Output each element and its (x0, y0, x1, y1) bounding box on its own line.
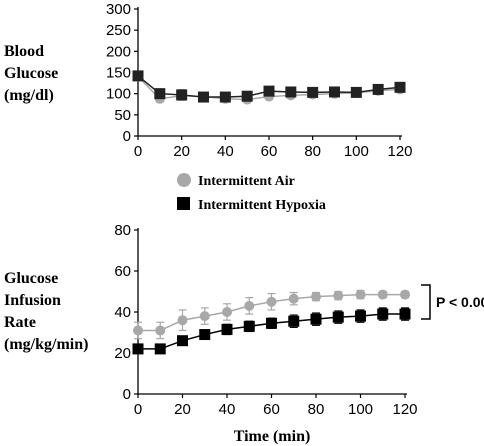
bottom-series-intermittent-hypoxia-point (377, 308, 389, 320)
bottom-series-intermittent-air-point (155, 325, 166, 336)
bottom-y-tick-label: 80 (114, 222, 131, 239)
bottom-x-tick-label: 20 (174, 401, 191, 418)
top-x-tick-label: 0 (134, 143, 142, 160)
top-series-intermittent-hypoxia-point (154, 88, 166, 100)
top-y-tick-label: 50 (114, 107, 131, 124)
bottom-series-intermittent-air-point (222, 307, 232, 317)
top-series-intermittent-hypoxia-point (285, 86, 297, 98)
bottom-series-intermittent-hypoxia-point (243, 320, 255, 332)
bottom-y-tick-label: 60 (114, 263, 131, 280)
bottom-series-intermittent-air-point (355, 289, 366, 300)
bottom-series-intermittent-air-point (199, 311, 210, 322)
bottom-ylabel-line-4: (mg/kg/min) (4, 336, 88, 353)
top-ylabel-line-1: Blood (4, 43, 44, 60)
top-x-tick-label: 60 (261, 143, 278, 160)
top-series-intermittent-hypoxia (132, 70, 406, 103)
bottom-series-intermittent-hypoxia-point (177, 335, 188, 347)
top-series-intermittent-hypoxia-point (350, 86, 362, 98)
top-ylabel-line-2: Glucose (4, 65, 58, 82)
bottom-plot: 0 20 40 60 80 0 20 40 60 80 100 120 (114, 222, 417, 418)
bottom-series-intermittent-air-point (311, 291, 321, 302)
bottom-series-intermittent-hypoxia-point (399, 308, 411, 320)
top-x-tick-label: 80 (304, 143, 321, 160)
legend-label-intermittent-hypoxia: Intermittent Hypoxia (198, 198, 326, 213)
bottom-series-intermittent-hypoxia-point (132, 343, 144, 355)
bottom-x-tick-label: 100 (348, 401, 373, 418)
legend-circle-marker (177, 173, 191, 187)
bottom-series-intermittent-air-point (266, 296, 277, 307)
bottom-series-intermittent-hypoxia-point (332, 311, 344, 323)
bottom-series-intermittent-hypoxia-point (221, 323, 233, 335)
top-series-intermittent-hypoxia-point (329, 86, 340, 98)
bottom-series-intermittent-hypoxia-point (266, 317, 277, 329)
bottom-x-tick-label: 60 (263, 401, 280, 418)
bottom-series-intermittent-hypoxia-point (199, 329, 211, 341)
bottom-x-tick-label: 80 (308, 401, 325, 418)
bottom-x-tick-label: 0 (134, 401, 142, 418)
bottom-series-intermittent-air-point (333, 290, 344, 301)
top-x-tick-label: 40 (217, 143, 234, 160)
bottom-x-tick-label: 40 (219, 401, 236, 418)
bottom-series-intermittent-hypoxia-point (355, 310, 366, 322)
bottom-series-intermittent-hypoxia-point (310, 313, 322, 325)
bottom-series-intermittent-air-point (244, 300, 255, 311)
top-series-intermittent-hypoxia-point (132, 70, 144, 82)
bottom-series-intermittent-hypoxia (132, 307, 411, 355)
bottom-series-intermittent-hypoxia-point (288, 315, 300, 327)
bottom-y-tick-label: 40 (114, 304, 131, 321)
bottom-y-tick-label: 0 (123, 386, 131, 403)
top-series-intermittent-hypoxia-point (372, 83, 384, 95)
bottom-x-tick-label: 120 (392, 401, 417, 418)
bottom-ylabel-line-3: Rate (4, 314, 36, 331)
top-series-intermittent-hypoxia-point (307, 86, 319, 98)
bottom-series-intermittent-hypoxia-point (154, 343, 166, 355)
top-ylabel: Blood Glucose (mg/dl) (4, 43, 58, 104)
bottom-y-tick-label: 20 (114, 345, 131, 362)
bottom-series-intermittent-air-point (133, 325, 143, 336)
bottom-ylabel-line-2: Infusion (4, 292, 61, 309)
top-series-intermittent-hypoxia-point (176, 89, 188, 101)
top-y-tick-label: 300 (106, 1, 131, 18)
top-y-tick-label: 0 (123, 128, 131, 145)
top-series-intermittent-hypoxia-point (219, 91, 231, 103)
legend-label-intermittent-air: Intermittent Air (198, 174, 295, 189)
bottom-ylabel: Glucose Infusion Rate (mg/kg/min) (4, 270, 88, 353)
top-series-intermittent-hypoxia-point (241, 90, 253, 102)
top-x-tick-label: 120 (387, 143, 412, 160)
bottom-series-intermittent-air-point (377, 289, 388, 300)
legend-square-marker (177, 197, 190, 210)
significance-bracket: P < 0.005 (421, 284, 484, 320)
bottom-series-intermittent-air-point (288, 293, 299, 304)
top-series-intermittent-hypoxia-point (263, 85, 275, 97)
legend: Intermittent Air Intermittent Hypoxia (177, 173, 326, 213)
bottom-series-intermittent-air-point (400, 289, 410, 300)
top-x-tick-label: 20 (173, 143, 190, 160)
bottom-series-intermittent-air-point (177, 315, 188, 326)
top-plot: 0 50 100 150 200 250 300 0 20 40 60 80 100 120 (106, 1, 413, 160)
top-y-tick-label: 150 (106, 65, 131, 82)
bottom-ylabel-line-1: Glucose (4, 270, 58, 287)
x-axis-title: Time (min) (234, 428, 311, 445)
bracket-line (421, 284, 431, 320)
top-series-intermittent-hypoxia-point (198, 91, 209, 103)
p-value-annotation: P < 0.005 (436, 294, 484, 310)
top-y-tick-label: 200 (106, 43, 131, 60)
top-y-tick-label: 250 (106, 22, 131, 39)
top-y-tick-label: 100 (106, 86, 131, 103)
top-series-intermittent-hypoxia-point (394, 81, 406, 93)
top-x-tick-label: 100 (344, 143, 369, 160)
top-ylabel-line-3: (mg/dl) (4, 87, 54, 104)
bottom-series-intermittent-air (133, 289, 410, 340)
